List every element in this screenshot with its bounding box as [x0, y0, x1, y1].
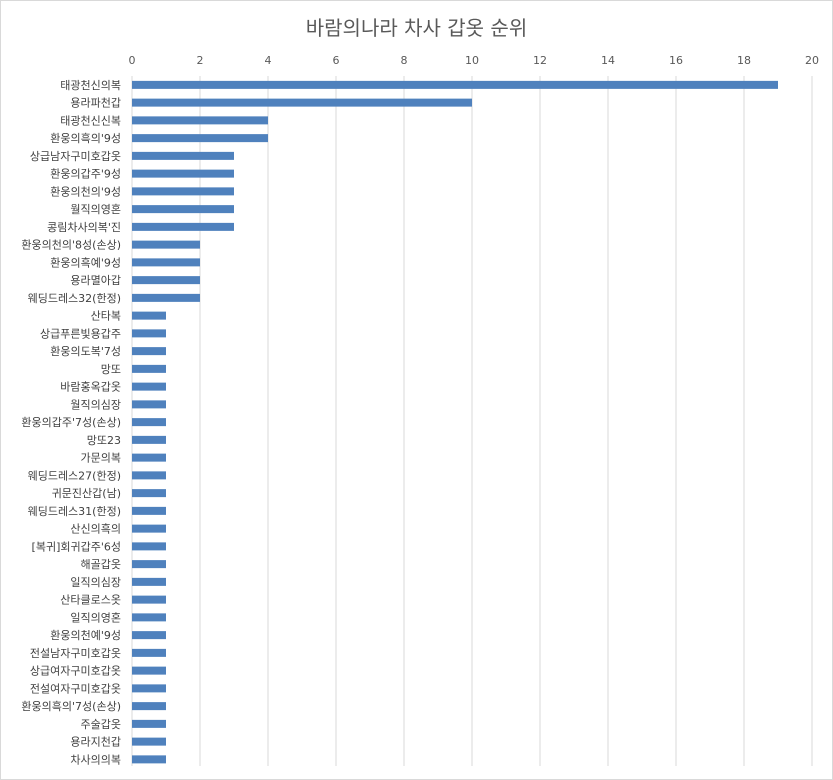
bar — [132, 276, 200, 285]
bar — [132, 595, 166, 604]
bar — [132, 506, 166, 515]
category-label: 태광천신신복 — [60, 113, 121, 127]
chart-title: 바람의나라 차사 갑옷 순위 — [305, 16, 528, 40]
bar — [132, 80, 778, 89]
bar — [132, 577, 166, 586]
bar — [132, 542, 166, 551]
bar — [132, 400, 166, 409]
x-tick-label: 10 — [465, 54, 479, 67]
category-label: 귀문진산갑(남) — [52, 487, 121, 500]
bar — [132, 719, 166, 728]
bar — [132, 489, 166, 498]
category-label: 가문의복 — [81, 452, 121, 465]
bar — [132, 737, 166, 746]
category-label: 용라지천갑 — [70, 735, 121, 749]
category-label: 월직의심장 — [70, 398, 121, 411]
bar — [132, 151, 234, 160]
bar — [132, 453, 166, 462]
bar — [132, 560, 166, 569]
bar — [132, 364, 166, 373]
bar — [132, 205, 234, 214]
category-label: 해골갑옷 — [81, 557, 121, 571]
bar — [132, 258, 200, 267]
category-label: 산타클로스옷 — [60, 594, 121, 607]
bar — [132, 648, 166, 657]
category-label: 일직의심장 — [70, 575, 121, 589]
bar — [132, 631, 166, 640]
category-label: 산타복 — [91, 310, 121, 323]
x-tick-label: 4 — [265, 54, 272, 67]
x-tick-label: 6 — [333, 54, 340, 67]
bar — [132, 240, 200, 249]
category-label: 콩림차사의복'진 — [47, 221, 121, 234]
bar — [132, 98, 472, 107]
category-label: [복귀]회귀갑주'6성 — [32, 540, 121, 553]
category-label: 환웅의천예'9성 — [50, 628, 121, 642]
bar — [132, 684, 166, 693]
category-label: 웨딩드레스27(한정) — [28, 469, 121, 482]
category-label: 바람홍옥갑옷 — [60, 380, 121, 394]
x-tick-label: 2 — [197, 54, 204, 67]
bar — [132, 169, 234, 178]
category-label: 차사의의복 — [70, 753, 121, 766]
category-label: 용라멸아갑 — [70, 274, 121, 287]
category-label: 용라파천갑 — [70, 96, 121, 110]
x-tick-label: 18 — [737, 54, 751, 67]
bar — [132, 293, 200, 302]
bar — [132, 116, 268, 125]
category-label: 월직의영혼 — [70, 203, 121, 216]
category-label: 상급여자구미호갑옷 — [30, 665, 121, 678]
bar — [132, 311, 166, 320]
bar — [132, 187, 234, 196]
bars — [132, 80, 778, 764]
category-label: 일직의영혼 — [70, 610, 121, 624]
category-label: 상급남자구미호갑옷 — [30, 150, 121, 163]
category-label: 상급푸른빛용갑주 — [40, 327, 121, 340]
bar — [132, 666, 166, 675]
bar — [132, 471, 166, 480]
bar — [132, 524, 166, 533]
bar — [132, 222, 234, 231]
bar — [132, 755, 166, 764]
category-label: 환웅의천의'9성 — [50, 184, 121, 198]
category-label: 전설남자구미호갑옷 — [30, 647, 121, 660]
category-label: 환웅의흑예'9성 — [50, 255, 121, 269]
bar — [132, 347, 166, 356]
category-label: 환웅의천의'8성(손상) — [21, 238, 121, 252]
x-tick-label: 14 — [601, 54, 615, 67]
category-label: 산신의흑의 — [70, 522, 121, 536]
x-tick-label: 20 — [805, 54, 819, 67]
x-tick-labels: 0 2 4 6 8 10 12 14 16 18 20 — [129, 54, 820, 67]
category-label: 환웅의흑의'9성 — [50, 131, 121, 145]
category-label: 전설여자구미호갑옷 — [30, 682, 121, 695]
x-tick-label: 0 — [129, 54, 136, 67]
category-labels: 태광천신의복용라파천갑태광천신신복환웅의흑의'9성상급남자구미호갑옷환웅의갑주'… — [21, 78, 121, 767]
category-label: 웨딩드레스32(한정) — [28, 292, 121, 305]
category-label: 웨딩드레스31(한정) — [28, 505, 121, 518]
x-tick-label: 16 — [669, 54, 683, 67]
category-label: 환웅의흑의'7성(손상) — [21, 699, 121, 713]
category-label: 망또 — [101, 363, 121, 376]
bar — [132, 702, 166, 711]
bar — [132, 613, 166, 622]
x-tick-label: 12 — [533, 54, 547, 67]
bar — [132, 435, 166, 444]
x-tick-label: 8 — [401, 54, 408, 67]
category-label: 태광천신의복 — [60, 78, 121, 92]
bar — [132, 134, 268, 143]
bar — [132, 382, 166, 391]
category-label: 환웅의갑주'7성(손상) — [21, 416, 121, 429]
category-label: 망또23 — [87, 434, 121, 447]
category-label: 주술갑옷 — [81, 718, 121, 731]
bar — [132, 418, 166, 427]
category-label: 환웅의도복'7성 — [50, 345, 121, 358]
gridlines — [131, 76, 813, 766]
category-label: 환웅의갑주'9성 — [50, 168, 121, 181]
bar — [132, 329, 166, 338]
